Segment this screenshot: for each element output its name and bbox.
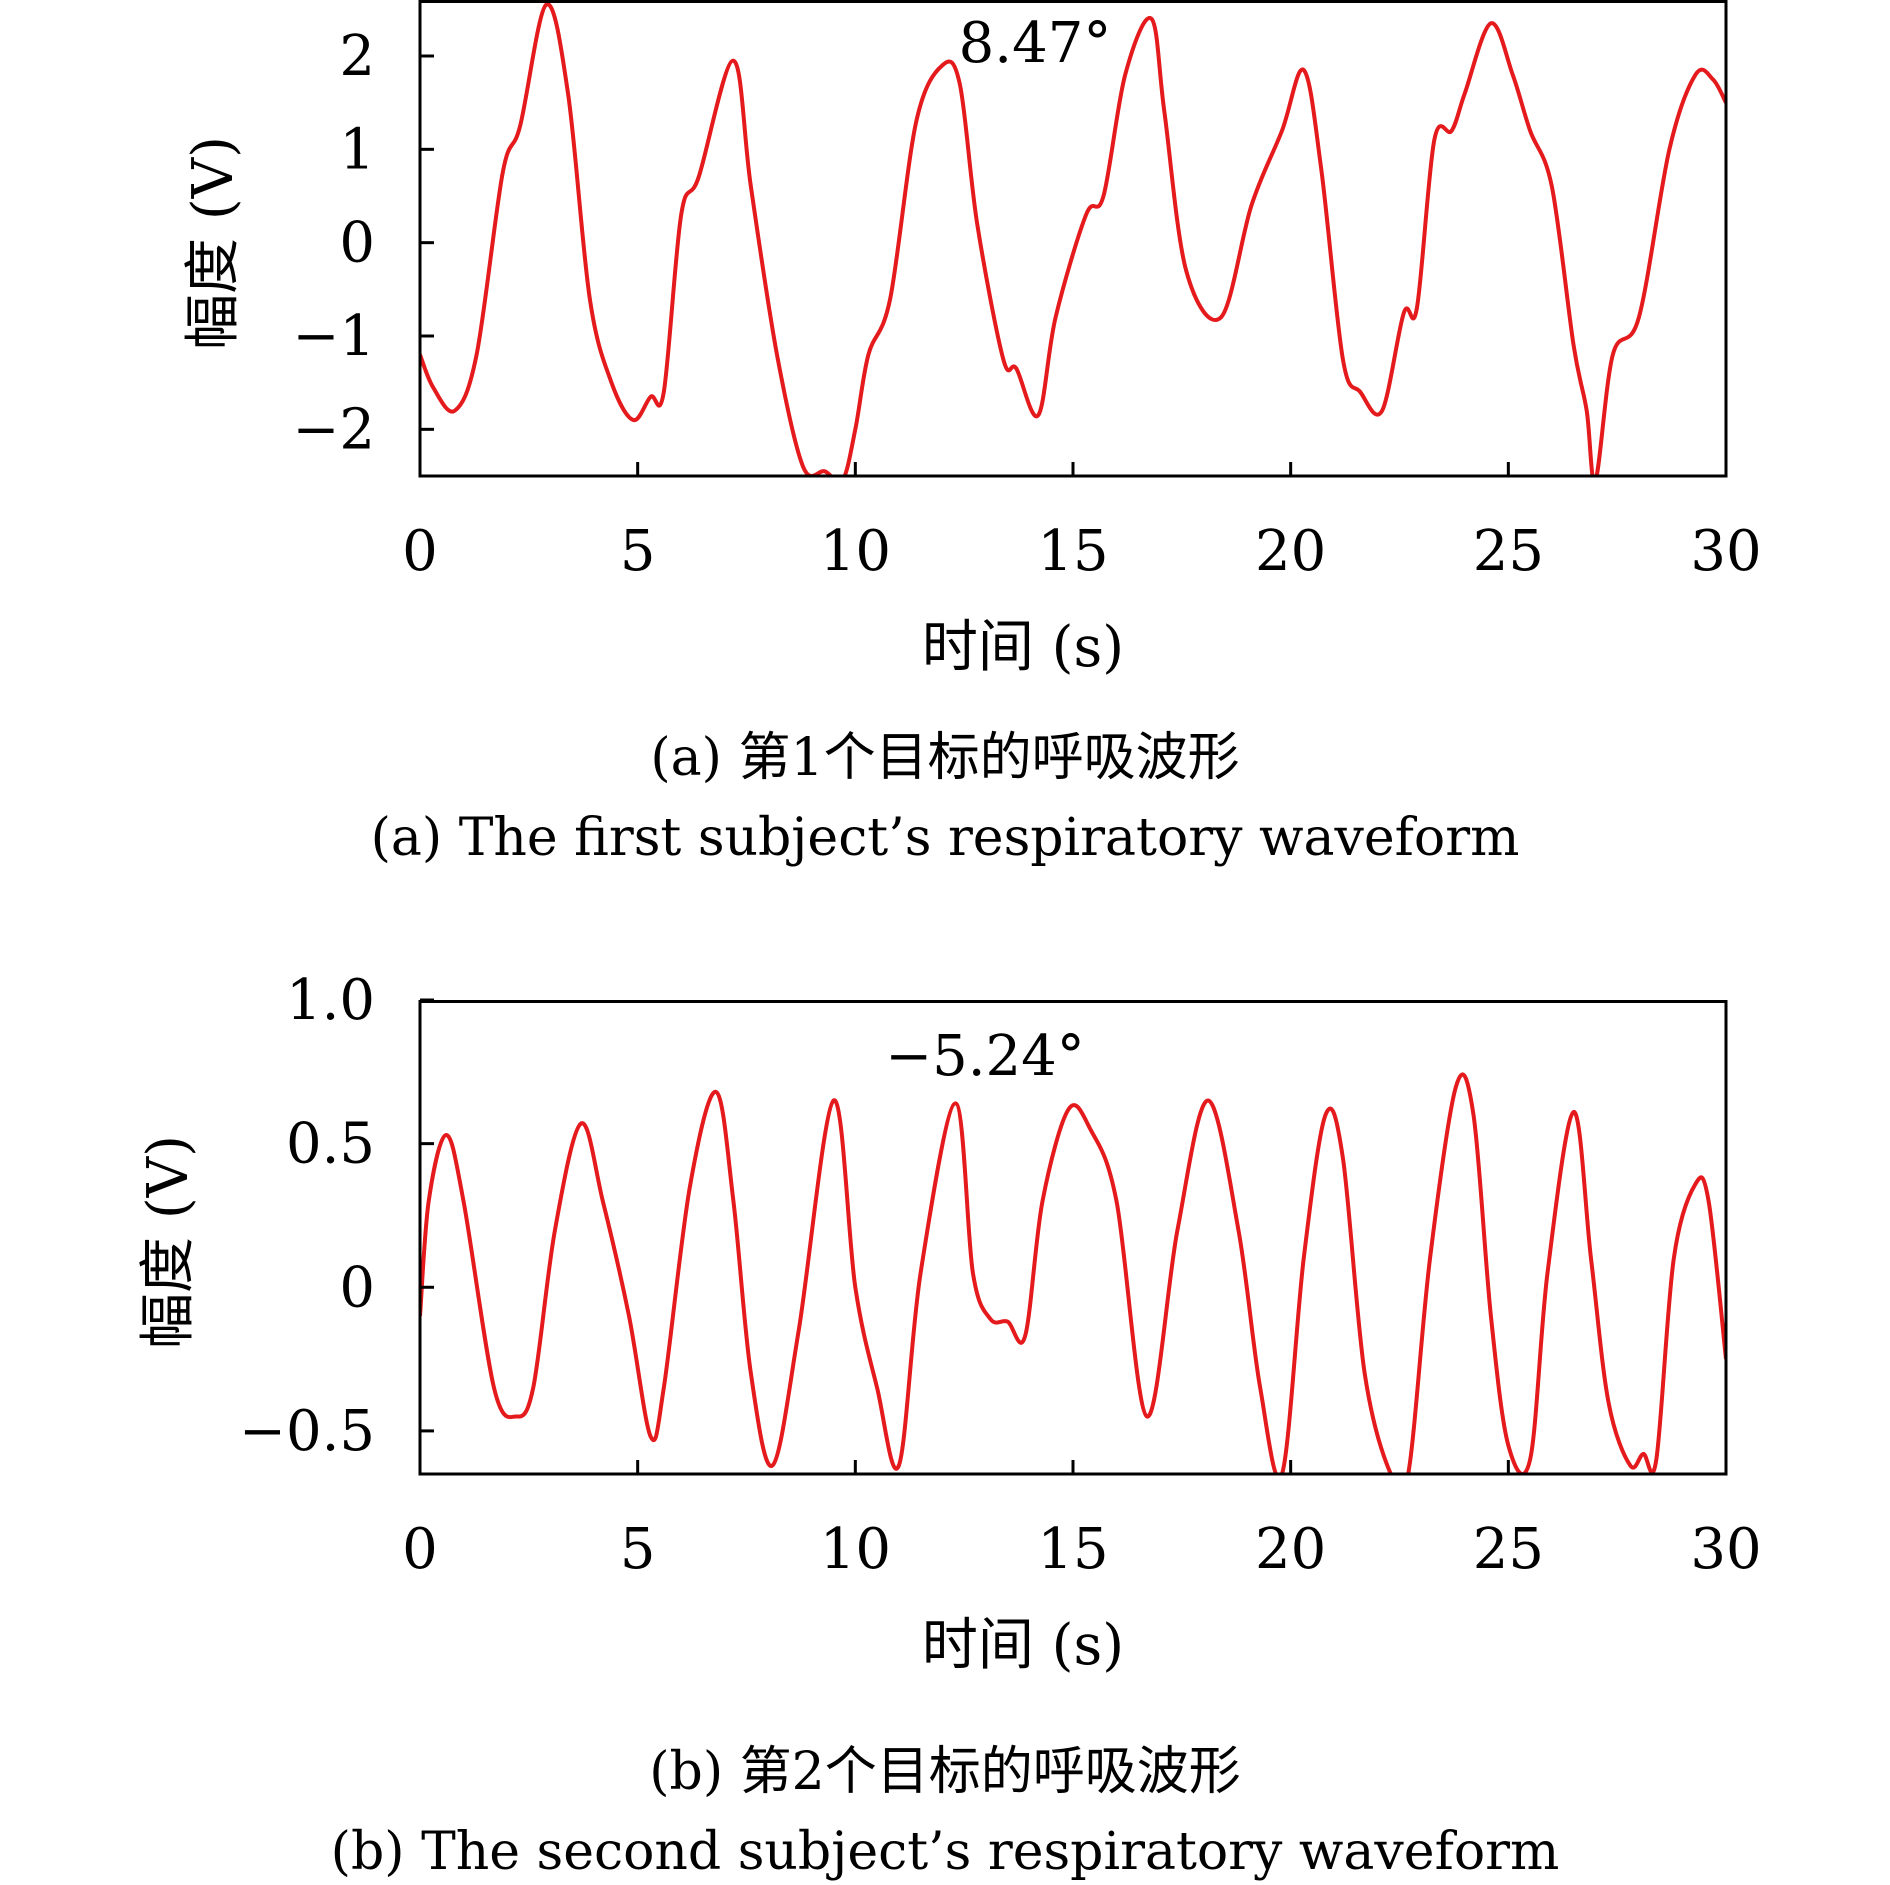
chart-panel-a: 0 5 10 15 20 25 30 −2 −1 0 1 2 时间 (s) 幅度 (V) 8.47° [181, 0, 1762, 680]
y-axis-label: 幅度 (V) [136, 1135, 201, 1349]
x-tick-label: 25 [1473, 519, 1544, 584]
caption-a-chinese: (a) 第1个目标的呼吸波形 [650, 728, 1240, 788]
y-tick-label: 1 [339, 117, 375, 182]
x-tick-label: 30 [1690, 519, 1761, 584]
y-tick-label: 2 [339, 24, 375, 89]
y-tick-label: 0 [339, 211, 375, 276]
x-tick-label: 30 [1690, 1517, 1761, 1582]
caption-a-english: (a) The first subject’s respiratory wave… [370, 808, 1520, 868]
y-axis-label: 幅度 (V) [181, 136, 246, 350]
y-tick-label: −2 [292, 397, 375, 462]
caption-b-english: (b) The second subject’s respiratory wav… [330, 1822, 1560, 1882]
x-axis-label: 时间 (s) [922, 1613, 1124, 1678]
y-tick-label: −1 [292, 304, 375, 369]
y-tick-label: 0.5 [286, 1112, 375, 1177]
x-tick-label: 10 [820, 519, 891, 584]
x-tick-label: 25 [1473, 1517, 1544, 1582]
x-tick-label: 20 [1255, 519, 1326, 584]
x-tick-label: 15 [1037, 1517, 1108, 1582]
x-tick-label: 10 [820, 1517, 891, 1582]
angle-annotation: −5.24° [885, 1024, 1085, 1089]
x-tick-label: 5 [620, 1517, 656, 1582]
x-tick-label: 0 [402, 519, 438, 584]
x-axis-label: 时间 (s) [922, 615, 1124, 680]
caption-b-chinese: (b) 第2个目标的呼吸波形 [649, 1742, 1241, 1802]
angle-annotation: 8.47° [959, 11, 1112, 76]
x-tick-label: 5 [620, 519, 656, 584]
series-line [420, 2, 1726, 476]
x-tick-label: 20 [1255, 1517, 1326, 1582]
chart-panel-b: 0 5 10 15 20 25 30 −0.5 0 0.5 1.0 时间 (s) 幅度 (V) −5.24… [136, 968, 1762, 1678]
x-tick-label: 15 [1037, 519, 1108, 584]
y-tick-label: −0.5 [239, 1399, 375, 1464]
y-tick-label: 1.0 [286, 968, 375, 1033]
series-line [420, 1072, 1726, 1474]
y-tick-label: 0 [339, 1255, 375, 1320]
x-tick-label: 0 [402, 1517, 438, 1582]
